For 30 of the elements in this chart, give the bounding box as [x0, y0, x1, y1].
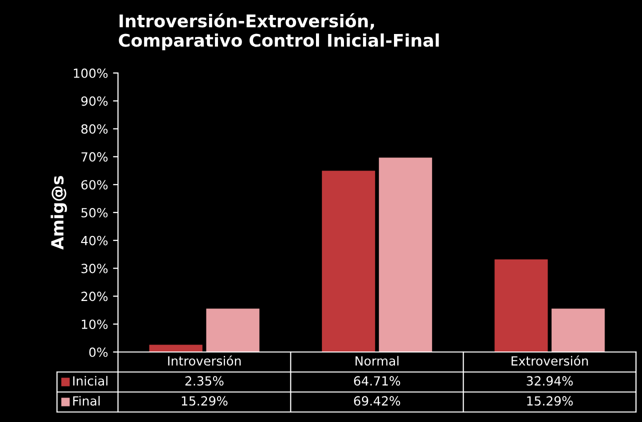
data-label: 2.35%	[185, 376, 224, 386]
bar	[494, 259, 548, 352]
x-tick-label: Extroversión	[512, 355, 588, 366]
y-tick-label: 30%	[81, 264, 108, 274]
y-tick-label: 100%	[74, 68, 108, 78]
data-label: 15.29%	[182, 396, 228, 406]
data-label: 32.94%	[526, 376, 573, 386]
y-tick-label: 20%	[81, 292, 108, 302]
legend-label: Final	[73, 396, 100, 406]
y-tick-label: 10%	[82, 320, 108, 330]
bar	[149, 344, 202, 352]
data-label: 69.42%	[354, 396, 400, 406]
data-label: 15.29%	[527, 396, 573, 406]
y-tick-label: 80%	[81, 124, 108, 134]
y-tick-label: 0%	[89, 347, 108, 357]
bar	[206, 308, 260, 352]
y-tick-label: 40%	[81, 236, 108, 246]
bar	[378, 158, 432, 352]
y-tick-label: 70%	[82, 152, 108, 162]
bar	[322, 170, 376, 352]
chart-title: Introversión-Extroversión, Comparativo Control Inicial-Final	[118, 13, 439, 50]
legend-label: Inicial	[73, 376, 108, 386]
data-label: 64.71%	[354, 376, 400, 386]
bar	[552, 308, 605, 352]
y-axis-title: Amig@s	[50, 176, 67, 250]
y-tick-label: 50%	[81, 208, 108, 218]
y-tick-label: 90%	[81, 96, 108, 106]
y-tick-label: 60%	[81, 180, 108, 190]
x-tick-label: Normal	[356, 356, 398, 366]
x-tick-label: Introversión	[168, 355, 241, 366]
